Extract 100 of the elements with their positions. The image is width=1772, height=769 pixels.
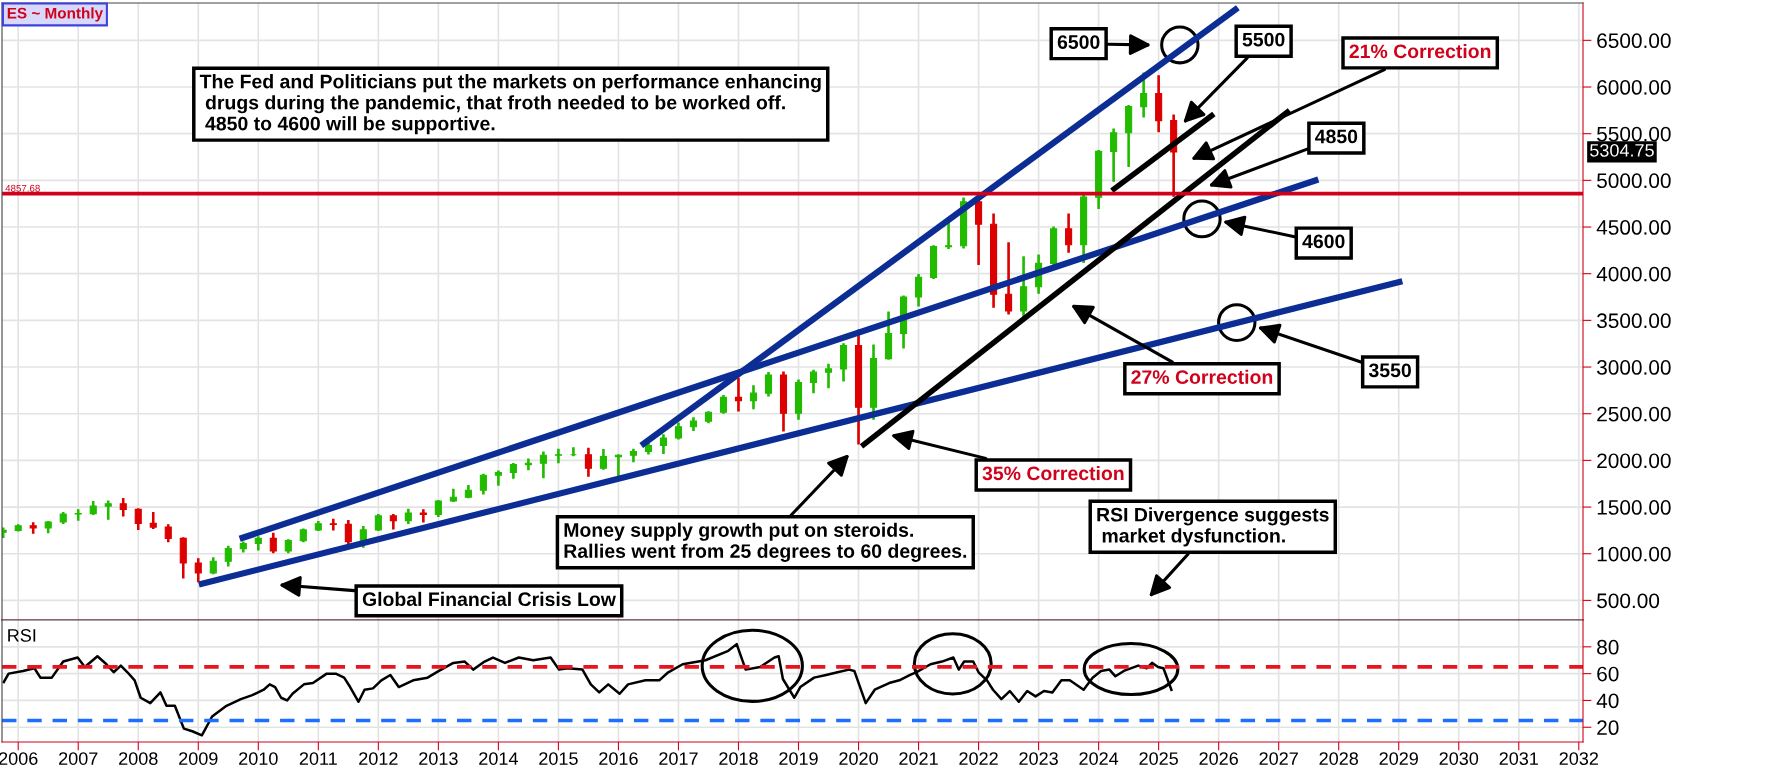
annotation: 27% Correction <box>1131 369 1273 384</box>
annotation: RSI Divergence suggests market dysfunction. <box>1097 507 1329 547</box>
candlestick <box>704 411 713 424</box>
annotation: 21% Correction <box>1349 43 1491 59</box>
annotation: The Fed and Politicians put the markets on performance enhancing drugs during the pandemic, that froth needed to be worked off. 4850 to 4600 will be supportive. <box>199 74 821 135</box>
candlestick <box>884 311 893 360</box>
candlestick <box>719 394 728 414</box>
annotation: 6500 <box>1057 35 1100 49</box>
x-tick-label: 2022 <box>959 752 998 765</box>
candlestick <box>449 488 457 503</box>
candlestick <box>464 485 472 499</box>
x-tick-label: 2010 <box>239 752 278 765</box>
candlestick <box>1065 213 1073 253</box>
candlestick <box>554 448 562 464</box>
candlestick <box>1095 149 1103 209</box>
candlestick <box>1125 105 1133 167</box>
x-tick-label: 2017 <box>659 752 698 765</box>
y-tick-label: 2500.00 <box>1597 406 1671 422</box>
candlestick <box>644 442 653 455</box>
x-tick-label: 2020 <box>839 752 878 765</box>
candlestick <box>59 512 67 524</box>
y-tick-label: 1000.00 <box>1597 546 1671 562</box>
x-tick-label: 2013 <box>419 752 458 765</box>
candlestick <box>404 508 412 524</box>
candlestick <box>329 518 337 531</box>
x-tick-label: 2014 <box>479 752 518 765</box>
x-tick-label: 2012 <box>359 752 398 765</box>
candlestick <box>824 363 833 389</box>
x-tick-label: 2006 <box>0 752 38 765</box>
x-tick-label: 2030 <box>1439 752 1479 765</box>
y-tick-label: 60 <box>1597 666 1619 682</box>
annotation: 35% Correction <box>982 465 1124 481</box>
x-tick-label: 2023 <box>1019 752 1058 765</box>
candlestick <box>179 537 187 579</box>
candlestick <box>494 470 502 486</box>
candlestick <box>164 524 172 543</box>
candlestick <box>914 274 923 307</box>
candlestick <box>945 221 953 250</box>
candlestick <box>539 451 547 479</box>
x-tick-label: 2028 <box>1319 752 1359 765</box>
candlestick <box>929 245 938 279</box>
x-tick-label: 2008 <box>119 752 158 765</box>
candlestick <box>269 532 277 554</box>
annotation: 5500 <box>1242 32 1285 47</box>
candlestick <box>149 512 157 530</box>
candlestick <box>314 520 322 531</box>
text: 5304.75 <box>1590 143 1654 157</box>
x-tick-label: 2032 <box>1559 752 1598 765</box>
candlestick <box>89 500 97 516</box>
x-tick-label: 2029 <box>1379 752 1418 765</box>
candlestick <box>224 545 232 567</box>
candlestick <box>794 379 803 420</box>
x-tick-label: 2021 <box>899 752 938 765</box>
y-tick-label: 4500.00 <box>1596 220 1671 235</box>
chart-title: RSI <box>8 629 36 642</box>
candlestick <box>14 524 22 532</box>
y-tick-label: 40 <box>1596 693 1619 709</box>
y-tick-label: 6500.00 <box>1597 33 1671 49</box>
x-tick-label: 2026 <box>1199 752 1238 765</box>
candlestick <box>44 520 52 534</box>
x-tick-label: 2016 <box>599 752 638 765</box>
candlestick <box>779 371 788 432</box>
candlestick <box>104 500 112 520</box>
candlestick <box>1110 128 1118 182</box>
candlestick <box>569 447 577 457</box>
x-tick-label: 2031 <box>1499 752 1538 765</box>
annotation: Global Financial Crisis Low <box>362 591 616 607</box>
x-tick-label: 2007 <box>59 752 98 765</box>
y-tick-label: 4000.00 <box>1596 266 1671 282</box>
x-tick-label: 2011 <box>299 752 337 765</box>
candlestick <box>479 473 487 495</box>
candlestick <box>194 558 202 583</box>
y-tick-label: 2000.00 <box>1597 453 1671 469</box>
candlestick <box>284 539 292 554</box>
x-tick-label: 2009 <box>179 752 218 765</box>
y-tick-label: 3000.00 <box>1596 360 1671 375</box>
annotation: Money supply growth put on steroids. Rallies went from 25 degrees to 60 degrees. <box>564 522 967 562</box>
x-tick-label: 2019 <box>779 752 818 765</box>
candlestick <box>734 377 743 412</box>
candlestick <box>599 449 607 470</box>
y-tick-label: 80 <box>1597 639 1619 655</box>
annotation: 3550 <box>1368 363 1411 378</box>
candlestick <box>239 541 247 553</box>
y-tick-label: 6000.00 <box>1597 80 1671 95</box>
chart-title: ES ~ Monthly <box>7 7 103 22</box>
candlestick <box>509 463 517 479</box>
annotation: 4600 <box>1302 234 1345 249</box>
candlestick <box>869 344 878 420</box>
candlestick <box>254 536 262 551</box>
candlestick <box>839 343 848 382</box>
candlestick <box>584 447 592 477</box>
candlestick <box>29 522 37 534</box>
candlestick <box>374 513 382 531</box>
y-tick-label: 1500.00 <box>1597 500 1671 515</box>
y-tick-label: 5500.00 <box>1597 126 1671 142</box>
candlestick <box>764 372 773 397</box>
y-tick-label: 20 <box>1597 720 1619 736</box>
candlestick <box>389 513 397 530</box>
annotation: 4850 <box>1315 129 1358 144</box>
x-tick-label: 2015 <box>539 752 578 765</box>
